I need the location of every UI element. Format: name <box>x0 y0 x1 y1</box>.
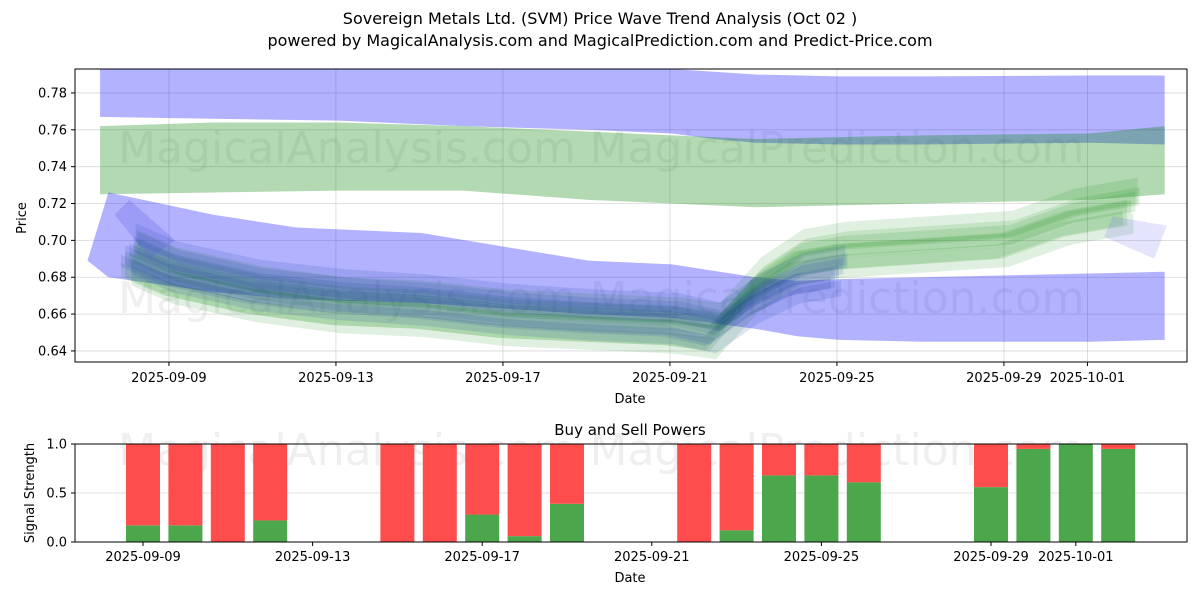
sell-bar <box>465 444 500 515</box>
sell-bar <box>380 444 415 542</box>
chart-subtitle: powered by MagicalAnalysis.com and Magic… <box>267 31 933 50</box>
buy-bar <box>465 514 500 542</box>
sell-bar <box>126 444 160 526</box>
sell-bar <box>422 444 457 542</box>
price-x-tick-label: 2025-09-21 <box>632 371 708 386</box>
watermark-prediction: MagicalPrediction.com <box>590 123 1085 174</box>
buy-bar <box>550 503 584 542</box>
price-watermarks: MagicalAnalysis.com MagicalPrediction.co… <box>118 123 1084 324</box>
signal-y-ticks: 0.0 0.5 1.0 <box>46 438 75 551</box>
green-price-wave <box>137 187 1140 331</box>
price-y-tick-label: 0.66 <box>38 308 67 323</box>
sell-bar <box>1101 444 1136 449</box>
watermark-analysis: MagicalAnalysis.com <box>118 273 576 324</box>
buy-bar <box>126 525 160 542</box>
chart-title: Sovereign Metals Ltd. (SVM) Price Wave T… <box>342 9 858 28</box>
price-y-tick-label: 0.68 <box>38 271 67 286</box>
sell-bar <box>210 444 245 542</box>
blue-price-wave <box>131 258 842 354</box>
buy-bar <box>1058 444 1093 542</box>
blue-price-wave <box>133 236 844 332</box>
watermark-analysis: MagicalAnalysis.com <box>118 123 576 174</box>
signal-x-tick-label: 2025-10-01 <box>1038 550 1114 565</box>
price-x-tick-label: 2025-09-09 <box>131 371 207 386</box>
sell-bar <box>846 444 881 483</box>
blue-price-wave <box>129 243 840 335</box>
price-x-tick-label: 2025-09-13 <box>298 371 374 386</box>
green-price-wave <box>133 191 1136 337</box>
buy-bar <box>846 482 881 542</box>
price-axes-frame <box>74 68 1188 363</box>
sell-bar <box>507 444 542 537</box>
price-x-axis-label: Date <box>614 392 645 407</box>
buy-bar <box>1016 448 1051 542</box>
price-y-tick-label: 0.64 <box>38 344 67 359</box>
price-y-tick-label: 0.72 <box>38 197 67 212</box>
sell-bar <box>804 444 839 476</box>
buy-bar <box>719 530 754 542</box>
signal-x-tick-label: 2025-09-09 <box>105 550 181 565</box>
price-y-axis-label: Price <box>15 202 30 234</box>
buy-bar <box>253 520 288 542</box>
signal-x-tick-label: 2025-09-13 <box>275 550 351 565</box>
buy-bar <box>974 487 1008 542</box>
price-x-tick-label: 2025-10-01 <box>1050 371 1126 386</box>
price-y-tick-label: 0.78 <box>38 86 67 101</box>
signal-chart-title: Buy and Sell Powers <box>554 421 706 439</box>
signal-y-tick-label: 0.5 <box>46 487 67 502</box>
price-x-tick-label: 2025-09-17 <box>465 371 541 386</box>
green-price-wave <box>129 200 1132 340</box>
signal-x-tick-label: 2025-09-29 <box>953 550 1029 565</box>
price-grid <box>75 69 1187 362</box>
price-y-tick-label: 0.70 <box>38 234 67 249</box>
buy-bar <box>507 536 542 542</box>
green-price-wave <box>125 199 1128 352</box>
price-x-tick-label: 2025-09-25 <box>799 371 875 386</box>
green-price-wave <box>131 213 1134 360</box>
watermark-prediction: MagicalPrediction.com <box>590 273 1085 324</box>
sell-bar <box>677 444 712 542</box>
price-x-ticks: 2025-09-09 2025-09-13 2025-09-17 2025-09-21… <box>131 362 1125 386</box>
buy-bar <box>168 525 203 542</box>
blue-price-wave <box>135 223 846 323</box>
upper-green-band <box>100 122 1165 208</box>
price-y-tick-label: 0.76 <box>38 123 67 138</box>
sell-bar <box>1016 444 1051 449</box>
sell-bar <box>974 444 1008 488</box>
signal-y-tick-label: 0.0 <box>46 536 67 551</box>
price-x-tick-label: 2025-09-29 <box>966 371 1042 386</box>
sell-bar <box>550 444 584 504</box>
lower-blue-band <box>87 192 1165 342</box>
signal-x-tick-label: 2025-09-21 <box>614 550 690 565</box>
signal-x-axis-label: Date <box>614 571 645 586</box>
blue-price-wave <box>125 245 835 345</box>
signal-y-tick-label: 1.0 <box>46 438 67 453</box>
green-price-wave <box>135 177 1138 329</box>
signal-x-tick-label: 2025-09-25 <box>784 550 860 565</box>
buy-bar <box>762 475 796 542</box>
sell-bar <box>253 444 288 521</box>
sell-bar <box>719 444 754 531</box>
signal-x-tick-label: 2025-09-17 <box>444 550 520 565</box>
price-y-tick-label: 0.74 <box>38 160 67 175</box>
signal-bars <box>126 444 1136 542</box>
upper-blue-band <box>100 69 1165 145</box>
signal-y-axis-label: Signal Strength <box>23 443 38 543</box>
price-y-ticks: 0.64 0.66 0.68 0.70 0.72 0.74 0.76 0.78 <box>38 86 75 359</box>
buy-bar <box>804 475 839 542</box>
buy-bar <box>1101 448 1136 542</box>
green-price-wave <box>120 211 1123 351</box>
sell-bar <box>168 444 203 526</box>
sell-bar <box>762 444 796 476</box>
signal-x-ticks: 2025-09-09 2025-09-13 2025-09-17 2025-09-21… <box>105 542 1114 565</box>
price-plot-area <box>87 69 1167 360</box>
blue-price-wave <box>120 254 831 346</box>
blue-wave-start-marker <box>114 199 176 259</box>
blue-wave-end-marker <box>1104 216 1167 259</box>
blue-price-wave <box>137 231 848 325</box>
